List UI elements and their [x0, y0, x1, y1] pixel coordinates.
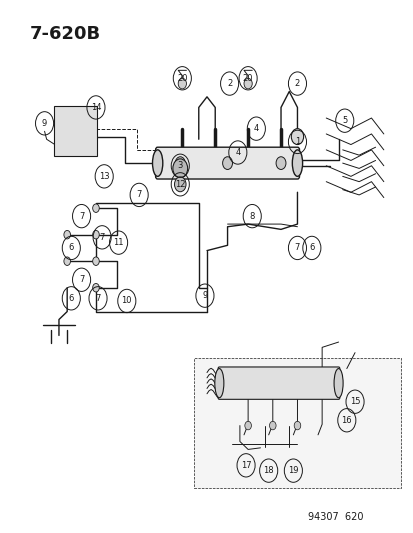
Circle shape	[175, 157, 185, 169]
Text: 16: 16	[341, 416, 351, 425]
Text: 4: 4	[235, 148, 240, 157]
Circle shape	[222, 157, 232, 169]
FancyBboxPatch shape	[155, 147, 299, 179]
Text: 13: 13	[99, 172, 109, 181]
Text: 2: 2	[226, 79, 232, 88]
Circle shape	[64, 230, 70, 239]
Text: 8: 8	[249, 212, 254, 221]
Text: 7: 7	[95, 294, 100, 303]
Text: 1: 1	[294, 138, 299, 147]
Text: 19: 19	[287, 466, 298, 475]
Text: 9: 9	[202, 291, 207, 300]
Circle shape	[174, 177, 185, 192]
Text: 6: 6	[69, 294, 74, 303]
Circle shape	[93, 284, 99, 292]
Text: 7: 7	[136, 190, 142, 199]
Circle shape	[173, 159, 187, 178]
Text: 3: 3	[177, 161, 183, 170]
Circle shape	[291, 128, 303, 144]
FancyBboxPatch shape	[193, 358, 400, 488]
Text: 14: 14	[90, 103, 101, 112]
Text: 11: 11	[113, 238, 123, 247]
Text: 17: 17	[240, 461, 251, 470]
Text: 20: 20	[177, 74, 187, 83]
Text: 6: 6	[309, 244, 314, 253]
Text: 7: 7	[79, 275, 84, 284]
Text: 7-620B: 7-620B	[30, 25, 101, 43]
Text: 9: 9	[42, 119, 47, 128]
Circle shape	[93, 204, 99, 213]
Circle shape	[178, 78, 186, 89]
Text: 94307  620: 94307 620	[307, 512, 362, 522]
Circle shape	[244, 421, 251, 430]
Ellipse shape	[152, 150, 162, 176]
Circle shape	[64, 257, 70, 265]
Circle shape	[269, 421, 275, 430]
FancyBboxPatch shape	[218, 367, 339, 399]
Text: 5: 5	[341, 116, 347, 125]
Text: 10: 10	[121, 296, 132, 305]
Text: 12: 12	[175, 180, 185, 189]
Circle shape	[275, 157, 285, 169]
Circle shape	[294, 421, 300, 430]
Ellipse shape	[214, 368, 223, 398]
Text: 4: 4	[253, 124, 259, 133]
Ellipse shape	[292, 150, 302, 176]
Text: 20: 20	[242, 74, 253, 83]
Text: 6: 6	[69, 244, 74, 253]
Text: 7: 7	[79, 212, 84, 221]
Circle shape	[93, 257, 99, 265]
FancyBboxPatch shape	[54, 107, 97, 156]
Circle shape	[243, 78, 252, 89]
Text: 15: 15	[349, 397, 359, 406]
Circle shape	[93, 230, 99, 239]
Text: 7: 7	[99, 233, 104, 242]
Text: 18: 18	[263, 466, 273, 475]
Ellipse shape	[333, 368, 342, 398]
Text: 7: 7	[294, 244, 299, 253]
Text: 2: 2	[294, 79, 299, 88]
